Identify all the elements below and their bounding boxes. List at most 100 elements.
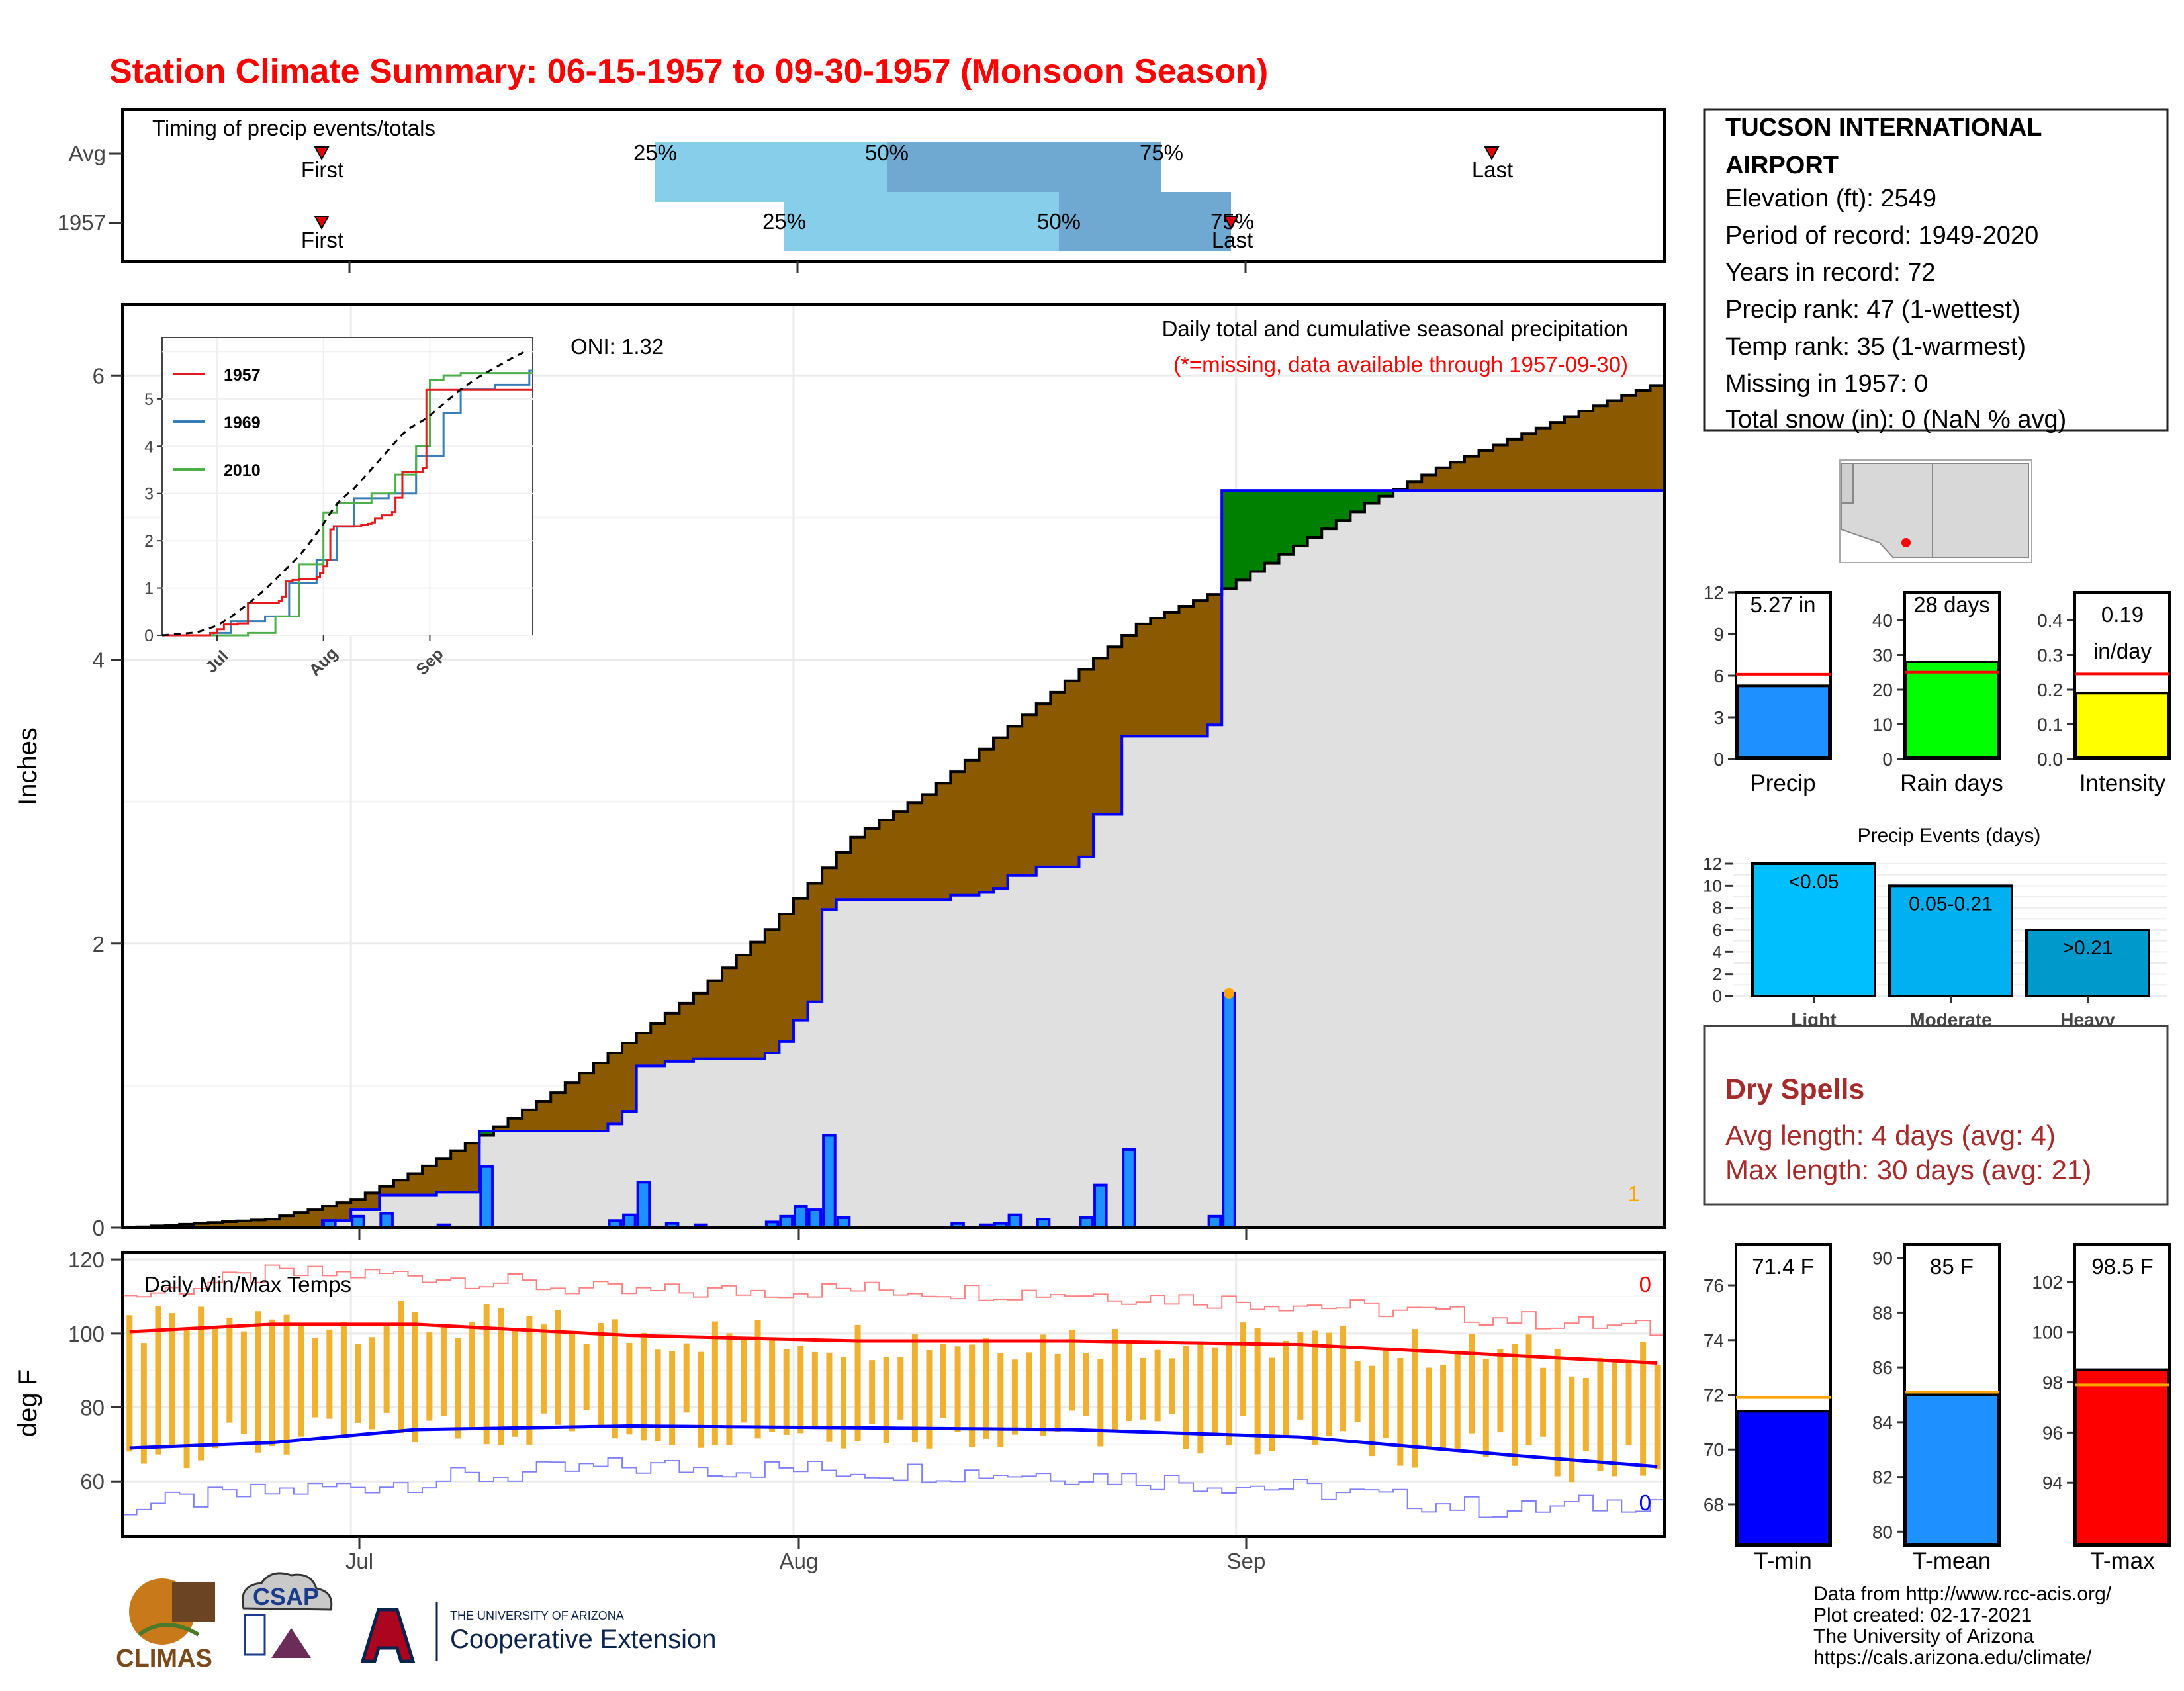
page-title: Station Climate Summary: 06-15-1957 to 0…	[109, 52, 1268, 91]
inset-line-1957	[162, 388, 533, 637]
inset-ytick-label: 3	[144, 485, 154, 504]
deficit-band	[551, 1093, 566, 1132]
inset-ytick-label: 5	[144, 390, 154, 409]
timing-row-avg: Avg	[69, 141, 106, 165]
deficit-band	[1407, 482, 1422, 491]
deficit-band	[1022, 715, 1037, 876]
deficit-band	[351, 1199, 366, 1210]
deficit-band	[1107, 647, 1122, 815]
footer-data-source: Data from http://www.rcc-acis.org/	[1813, 1583, 2112, 1605]
timing-row-1957: 1957	[58, 210, 106, 235]
surplus-band	[1307, 490, 1322, 537]
temp-gridlines	[122, 1252, 1664, 1537]
deficit-band	[222, 1221, 238, 1228]
tmax-bar	[2075, 1368, 2169, 1545]
csap-logo-cloud-icon	[242, 1572, 333, 1611]
ua-logo-bottom-text: Cooperative Extension	[450, 1625, 716, 1654]
deficit-band	[993, 737, 1009, 889]
deficit-band	[565, 1083, 580, 1132]
daily-precip-bar	[622, 1213, 637, 1229]
daily-precip-bar	[779, 1214, 794, 1230]
climas-logo-text: CLIMAS	[116, 1645, 212, 1672]
deficit-band	[536, 1101, 551, 1132]
deficit-band	[308, 1209, 323, 1228]
events-bar-value: 0.05-0.21	[1909, 893, 1993, 915]
tmean-value: 85 F	[1930, 1254, 1974, 1279]
tmin-tick-label: 70	[1704, 1440, 1724, 1460]
record-max-line	[122, 1264, 1664, 1336]
tmin-value: 71.4 F	[1752, 1254, 1814, 1279]
deficit-band	[379, 1186, 394, 1195]
timing-1957-last-marker-icon	[1223, 216, 1239, 230]
daily-precip-bar	[351, 1214, 365, 1230]
temp-summary-charts: 68 70 72 74 76 71.4 F T-min 80 82 84 86 88 90 85 …	[1704, 1243, 2171, 1574]
precip-events-chart: Precip Events (days) <0.05Light0.05-0.21…	[1703, 825, 2167, 1030]
station-info-box: TUCSON INTERNATIONAL AIRPORT Elevation (…	[1703, 108, 2169, 434]
rain_days-tick-label: 10	[1872, 715, 1893, 735]
ua-logo-top-text: THE UNIVERSITY OF ARIZONA	[450, 1609, 624, 1622]
deficit-band	[436, 1158, 451, 1193]
timing-avg-first: First	[301, 158, 343, 182]
deficit-band	[836, 852, 851, 900]
intensity-tick-label: 0.0	[2037, 749, 2063, 770]
deficit-band	[679, 1003, 694, 1062]
tmean-tick-label: 82	[1872, 1467, 1893, 1488]
tmin-chart: 68 70 72 74 76 71.4 F T-min	[1704, 1243, 1832, 1574]
daily-precip-bar	[1007, 1213, 1023, 1229]
surplus-band	[1222, 490, 1237, 589]
intensity-unit: in/day	[2093, 639, 2152, 663]
timing-1957-first: First	[301, 228, 343, 252]
events-tick-label: 10	[1703, 876, 1722, 895]
deficit-band	[1564, 416, 1580, 491]
deficit-band	[936, 783, 951, 900]
surplus-band	[1293, 490, 1308, 546]
timing-1957-first-marker-icon	[314, 216, 330, 230]
dry-spells-avg: Avg length: 4 days (avg: 4)	[1725, 1120, 2056, 1151]
intensity-tick-label: 0.4	[2037, 610, 2063, 631]
inset-frame	[161, 337, 533, 636]
events-tick-label: 6	[1713, 920, 1722, 940]
tmean-chart: 80 82 84 86 88 90 85 F T-mean	[1872, 1243, 2001, 1574]
temp-xlabel-aug: Aug	[780, 1549, 819, 1573]
precip-plot-border	[121, 303, 1666, 1229]
deficit-band	[1507, 439, 1522, 491]
tmax-chart: 94 96 98 100 102 98.5 F T-max	[2032, 1243, 2171, 1574]
temp-ytick-label: 120	[68, 1248, 105, 1272]
deficit-band	[1179, 606, 1194, 737]
daily-precip-bar	[479, 1165, 494, 1229]
intensity-label: Intensity	[2079, 770, 2166, 796]
daily-precip-bar	[1079, 1216, 1094, 1230]
avg-min-line	[129, 1424, 1658, 1469]
events-tick-label: 2	[1713, 964, 1722, 984]
deficit-band	[751, 942, 766, 1059]
deficit-band	[365, 1193, 380, 1210]
footer-credits: Data from http://www.rcc-acis.org/ Plot …	[1813, 1583, 2112, 1668]
footer-url: https://cals.arizona.edu/climate/	[1813, 1647, 2092, 1668]
deficit-band	[208, 1222, 223, 1228]
station-years: Years in record: 72	[1725, 259, 1936, 287]
precip-tick-label: 0	[1713, 749, 1724, 770]
deficit-band	[179, 1224, 195, 1228]
csap-logo-gauge-icon	[244, 1614, 266, 1656]
daily-precip-bar	[1222, 991, 1236, 1230]
legend-2010-label: 2010	[224, 461, 261, 480]
legend-1957-label: 1957	[224, 366, 261, 385]
deficit-band	[1136, 623, 1151, 737]
deficit-band	[1122, 635, 1137, 737]
precip-y-axis: 0 2 4 6	[93, 363, 122, 1240]
inset-ytick-label: 2	[144, 532, 154, 551]
deficit-band	[251, 1220, 266, 1228]
events-tick-label: 0	[1713, 986, 1722, 1006]
tmax-tick-label: 98	[2042, 1373, 2063, 1393]
tmax-tick-label: 94	[2042, 1473, 2063, 1493]
deficit-band	[850, 837, 866, 900]
deficit-band	[1535, 428, 1551, 491]
inset-ytick-label: 4	[144, 437, 154, 456]
temp-marks	[122, 1264, 1664, 1518]
station-name-line1: TUCSON INTERNATIONAL	[1725, 114, 2042, 142]
timing-panel: Timing of precip events/totals Avg 1957 …	[58, 108, 1666, 273]
surplus-band	[1364, 490, 1380, 504]
deficit-band	[693, 993, 709, 1059]
